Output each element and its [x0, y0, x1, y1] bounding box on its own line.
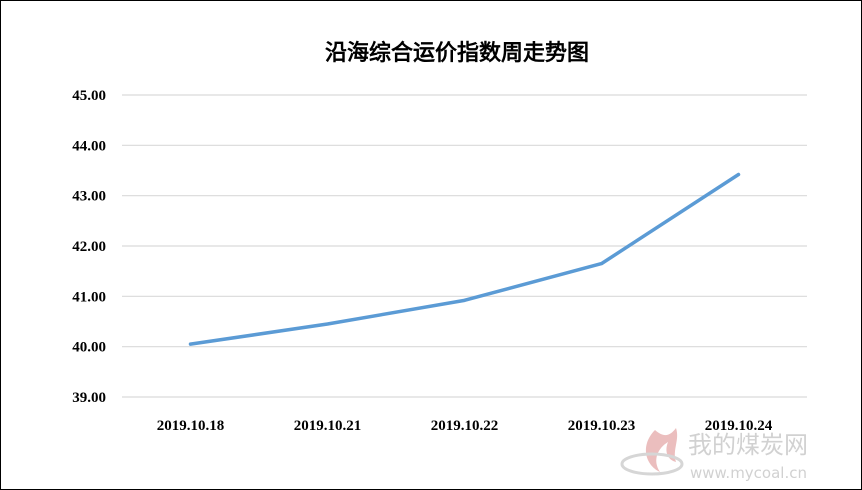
- x-tick-label: 2019.10.23: [568, 418, 636, 434]
- y-tick-label: 41.00: [72, 289, 106, 305]
- flame-logo-icon: [620, 428, 684, 476]
- data-point: [737, 173, 740, 177]
- y-axis-ticks: 39.00 40.00 41.00 42.00 43.00 44.00 45.00: [72, 88, 106, 406]
- data-point: [463, 298, 466, 302]
- watermark-brand: 我的煤炭网: [688, 431, 808, 459]
- y-tick-label: 45.00: [72, 88, 106, 104]
- y-tick-label: 40.00: [72, 340, 106, 356]
- x-tick-label: 2019.10.24: [705, 418, 773, 434]
- data-point: [189, 342, 192, 346]
- series-layer: [188, 172, 741, 346]
- data-point: [600, 262, 603, 266]
- watermark: 我的煤炭网 www.mycoal.cn: [620, 428, 808, 482]
- y-tick-label: 42.00: [72, 239, 106, 255]
- gridlines: [122, 94, 807, 398]
- x-tick-label: 2019.10.22: [431, 418, 499, 434]
- chart-title: 沿海综合运价指数周走势图: [325, 40, 589, 66]
- y-tick-label: 39.00: [72, 390, 106, 406]
- watermark-url: www.mycoal.cn: [690, 464, 807, 482]
- data-point: [326, 322, 329, 326]
- series-line: [188, 172, 741, 346]
- x-tick-label: 2019.10.21: [294, 418, 362, 434]
- x-axis-ticks: 2019.10.18 2019.10.21 2019.10.22 2019.10.23…: [157, 418, 773, 434]
- y-tick-label: 44.00: [72, 138, 106, 154]
- y-tick-label: 43.00: [72, 189, 106, 205]
- x-tick-label: 2019.10.18: [157, 418, 225, 434]
